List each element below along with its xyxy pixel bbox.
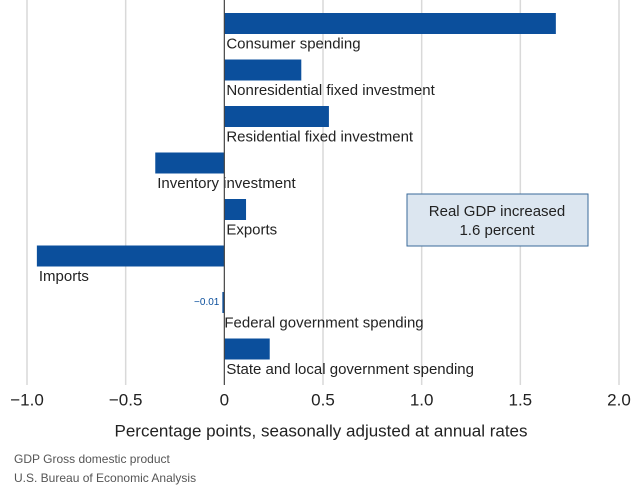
category-label: Residential fixed investment [226,128,414,145]
x-tick-label: 1.5 [509,390,533,409]
x-axis-title: Percentage points, seasonally adjusted a… [115,421,528,440]
x-tick-label: −1.0 [10,390,44,409]
category-label: Imports [39,268,89,285]
annotation: Real GDP increased [429,203,565,220]
category-label: Exports [226,221,277,238]
x-tick-label: 0 [220,390,229,409]
bar [155,152,225,174]
bar [224,13,556,34]
category-label: State and local government spending [226,361,474,378]
annotation-box [406,193,589,247]
bar [222,292,225,313]
bar [224,199,247,220]
category-label: Inventory investment [157,175,296,192]
bar [224,59,302,81]
bar [224,106,329,127]
x-tick-label: −0.5 [109,390,143,409]
x-tick-label: 2.0 [607,390,631,409]
bar [224,338,270,360]
footnote: GDP Gross domestic product [14,452,171,466]
x-tick-label: 0.5 [311,390,335,409]
category-label: Consumer spending [226,35,360,52]
footnote: U.S. Bureau of Economic Analysis [14,471,196,485]
bar [36,245,225,267]
value-label: −0.01 [194,297,220,308]
category-label: Nonresidential fixed investment [226,82,435,99]
category-label: Federal government spending [224,314,423,331]
annotation: 1.6 percent [459,222,535,239]
x-tick-label: 1.0 [410,390,434,409]
